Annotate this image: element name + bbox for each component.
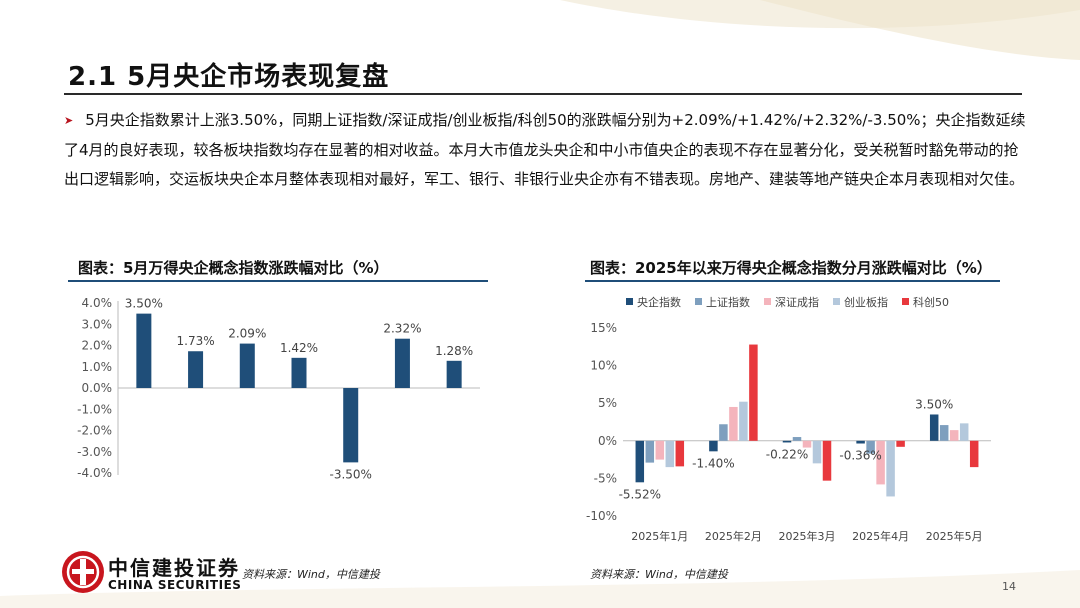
chart2-legend-label: 科创50 (913, 295, 949, 309)
chart2-bar (969, 440, 979, 468)
chart2-x-tick-label: 2025年4月 (852, 529, 909, 543)
chart2-x-tick-label: 2025年5月 (926, 529, 983, 543)
chart2-legend-swatch (833, 298, 840, 305)
page-title: 2.1 5月央企市场表现复盘 (68, 62, 390, 92)
chart2-bar (665, 440, 675, 468)
chart2-bar (729, 406, 738, 441)
chart2-bar (645, 440, 655, 463)
source-note-left: 资料来源：Wind，中信建投 (242, 568, 380, 581)
chart1-data-label: 2.32% (383, 322, 421, 336)
company-name-en: CHINA SECURITIES (108, 578, 242, 592)
bullet-arrow-icon: ➤ (64, 114, 74, 127)
company-logo (62, 551, 104, 593)
chart1-data-label: 1.28% (435, 344, 473, 358)
chart2-bar (886, 440, 895, 497)
page-number: 14 (1002, 580, 1016, 593)
chart1-y-tick-label: -4.0% (77, 466, 112, 480)
chart1-y-tick-label: 0.0% (82, 381, 113, 395)
chart1-title: 图表：5月万得央企概念指数涨跌幅对比（%） (78, 259, 389, 277)
chart1-y-tick-label: -1.0% (77, 402, 112, 416)
chart2-data-label: -0.36% (839, 449, 881, 463)
chart1-y-tick-label: 3.0% (82, 317, 113, 331)
chart2-bar (822, 440, 832, 481)
chart2-legend-swatch (626, 298, 633, 305)
chart2-bar (709, 440, 718, 452)
chart1-data-label: 3.50% (125, 297, 163, 311)
chart1-y-tick-label: 2.0% (82, 339, 113, 353)
title-divider (64, 93, 1022, 95)
chart1-bar (239, 343, 255, 388)
chart2-bar (876, 440, 885, 485)
chart1-svg: 4.0% 3.0% 2.0% 1.0% 0.0% -1.0% -2.0% -3.0% -4.0%… (77, 296, 480, 481)
chart2-bar (635, 440, 645, 483)
chart1-bar (394, 338, 410, 388)
chart2-legend-swatch (902, 298, 909, 305)
chart1-bar (136, 313, 152, 388)
chart2-title: 图表：2025年以来万得央企概念指数分月涨跌幅对比（%） (590, 259, 992, 277)
source-note-right: 资料来源：Wind，中信建投 (590, 568, 728, 581)
chart2-legend-swatch (764, 298, 771, 305)
summary-text: 5月央企指数累计上涨3.50%，同期上证指数/深证成指/创业板指/科创50的涨跌… (64, 111, 1026, 188)
chart2-bar (949, 430, 959, 441)
chart2-data-label: 3.50% (915, 397, 953, 411)
chart2-x-tick-label: 2025年2月 (705, 529, 762, 543)
chart2-bar (866, 440, 875, 454)
chart2-bar (655, 440, 665, 460)
chart2-bar (896, 440, 905, 447)
chart2-bar (675, 440, 685, 467)
chart2-bar (856, 440, 865, 444)
summary-paragraph: ➤ 5月央企指数累计上涨3.50%，同期上证指数/深证成指/创业板指/科创50的涨… (64, 106, 1032, 194)
chart2-legend-label: 深证成指 (775, 295, 819, 309)
chart2-bar (749, 344, 758, 441)
chart2-bar (812, 440, 822, 464)
chart1-title-rule (68, 280, 488, 282)
chart2-y-tick-label: -10% (586, 509, 617, 523)
chart2-y-tick-label: -5% (594, 471, 617, 485)
company-name-cn: 中信建投证券 (108, 556, 240, 580)
chart1-bar (291, 357, 307, 388)
chart2-y-tick-label: 10% (590, 359, 617, 373)
chart1-bar (188, 351, 204, 388)
chart2-bar (792, 437, 802, 441)
chart2-bar (929, 414, 939, 441)
chart2-bar (802, 440, 812, 448)
chart2-legend-swatch (695, 298, 702, 305)
chart1-data-label: -3.50% (329, 467, 371, 481)
chart2-y-tick-label: 5% (598, 396, 617, 410)
chart2-bar (719, 424, 728, 441)
chart2-data-label: -1.40% (692, 456, 734, 470)
chart2-svg: 央企指数 上证指数 深证成指 创业板指 科创50 15% 10% 5% 0% -5% -10%-5.… (586, 295, 991, 543)
chart2-y-tick-label: 15% (590, 321, 617, 335)
chart1-y-tick-label: -2.0% (77, 424, 112, 438)
chart2-bar (939, 425, 949, 441)
chart2-legend-label: 央企指数 (637, 295, 681, 309)
chart1-y-tick-label: 1.0% (82, 360, 113, 374)
chart1-bar (343, 388, 359, 463)
chart2-title-rule (585, 280, 1000, 282)
chart1-data-label: 1.42% (280, 341, 318, 355)
chart2-bar (959, 423, 969, 441)
chart2-bar (739, 401, 748, 441)
chart1-y-tick-label: -3.0% (77, 445, 112, 459)
chart2-bar (782, 440, 792, 443)
chart2-x-tick-label: 2025年1月 (631, 529, 688, 543)
chart2-data-label: -0.22% (766, 447, 808, 461)
chart2-x-tick-label: 2025年3月 (779, 529, 836, 543)
chart1-bar (446, 360, 462, 388)
chart2-legend-label: 创业板指 (844, 295, 888, 309)
chart2-data-label: -5.52% (619, 487, 661, 501)
chart2-legend-label: 上证指数 (706, 295, 750, 309)
chart1-data-label: 1.73% (177, 334, 215, 348)
chart1-y-tick-label: 4.0% (82, 296, 113, 310)
chart2-y-tick-label: 0% (598, 434, 617, 448)
chart1-data-label: 2.09% (228, 327, 266, 341)
